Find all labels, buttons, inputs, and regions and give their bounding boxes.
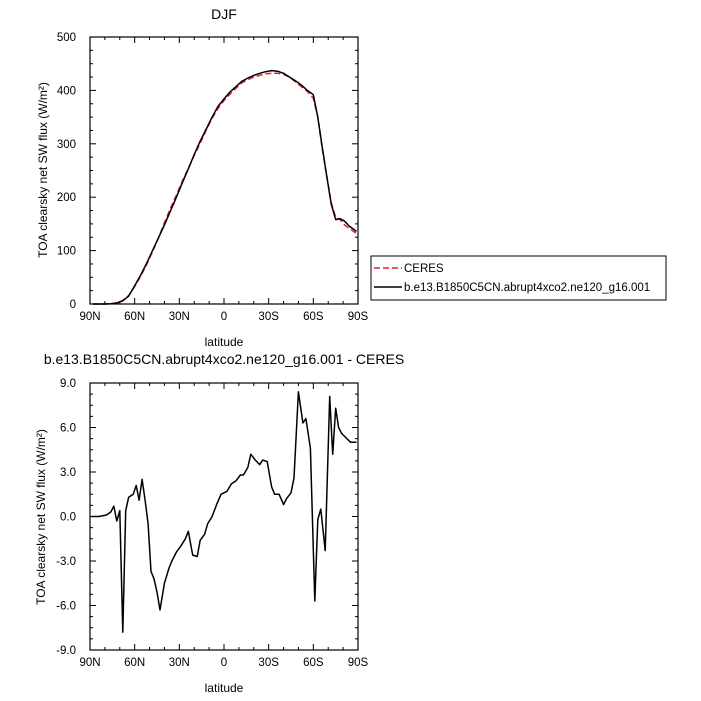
series-line-b-e13-b1850c5cn-abrupt4xco2-ne120-g16-001 bbox=[93, 69, 357, 305]
chart-title: b.e13.B1850C5CN.abrupt4xco2.ne120_g16.00… bbox=[44, 351, 404, 367]
plot-frame bbox=[89, 36, 359, 305]
x-tick-label: 60N bbox=[124, 657, 145, 669]
legend: CERES b.e13.B1850C5CN.abrupt4xco2.ne120_… bbox=[370, 255, 667, 301]
y-tick-label: 0 bbox=[70, 299, 76, 311]
x-tick-label: 60S bbox=[303, 657, 324, 669]
x-tick-label: 90N bbox=[79, 311, 100, 323]
tick-layer: 90N 60N 30N 0 30S 60S 90S -9.0 -6.0 -3.0 0.0 3.0 6.0… bbox=[56, 378, 368, 669]
x-tick-label: 30S bbox=[258, 657, 279, 669]
x-axis-title: latitude bbox=[205, 681, 244, 695]
legend-box bbox=[370, 255, 667, 301]
x-tick-label: 90S bbox=[348, 657, 369, 669]
y-tick-label: 9.0 bbox=[60, 378, 76, 390]
y-tick-label: 3.0 bbox=[60, 467, 76, 479]
y-tick-label: 500 bbox=[57, 32, 76, 44]
y-tick-label: 6.0 bbox=[60, 423, 76, 435]
y-tick-label: 200 bbox=[57, 192, 76, 204]
chart-panel-difference: b.e13.B1850C5CN.abrupt4xco2.ne120_g16.00… bbox=[34, 351, 404, 695]
chart-title: DJF bbox=[211, 6, 237, 22]
chart-panel-climatology: DJF 90N 60N 30N 0 30S 60S 90S0100200300400500 … bbox=[36, 6, 369, 349]
x-tick-label: 0 bbox=[221, 657, 227, 669]
x-tick-label: 30N bbox=[169, 657, 190, 669]
series-line-difference-0 bbox=[91, 391, 357, 633]
y-axis-title: TOA clearsky net SW flux (W/m²) bbox=[34, 429, 48, 605]
x-tick-label: 0 bbox=[221, 311, 227, 323]
legend-label-model: b.e13.B1850C5CN.abrupt4xco2.ne120_g16.00… bbox=[404, 282, 650, 294]
x-axis-title: latitude bbox=[205, 335, 244, 349]
y-tick-label: -6.0 bbox=[56, 601, 76, 613]
y-tick-label: 400 bbox=[57, 85, 76, 97]
x-tick-label: 60N bbox=[124, 311, 145, 323]
y-tick-label: 0.0 bbox=[60, 512, 76, 524]
y-tick-label: -3.0 bbox=[56, 556, 76, 568]
x-tick-label: 90N bbox=[79, 657, 100, 669]
series-line-ceres bbox=[93, 72, 357, 305]
y-axis-title: TOA clearsky net SW flux (W/m²) bbox=[36, 82, 50, 258]
y-tick-label: -9.0 bbox=[56, 645, 76, 657]
tick-layer: 90N 60N 30N 0 30S 60S 90S 0 100 200 300 400 500 bbox=[57, 32, 369, 323]
series-layer bbox=[93, 69, 357, 305]
plot-frame bbox=[89, 382, 359, 651]
y-tick-label: 300 bbox=[57, 139, 76, 151]
y-tick-label: 100 bbox=[57, 246, 76, 258]
series-layer bbox=[91, 391, 357, 633]
legend-label-ceres: CERES bbox=[404, 263, 444, 275]
x-tick-label: 90S bbox=[348, 311, 369, 323]
x-tick-label: 30S bbox=[258, 311, 279, 323]
x-tick-label: 30N bbox=[169, 311, 190, 323]
x-tick-label: 60S bbox=[303, 311, 324, 323]
